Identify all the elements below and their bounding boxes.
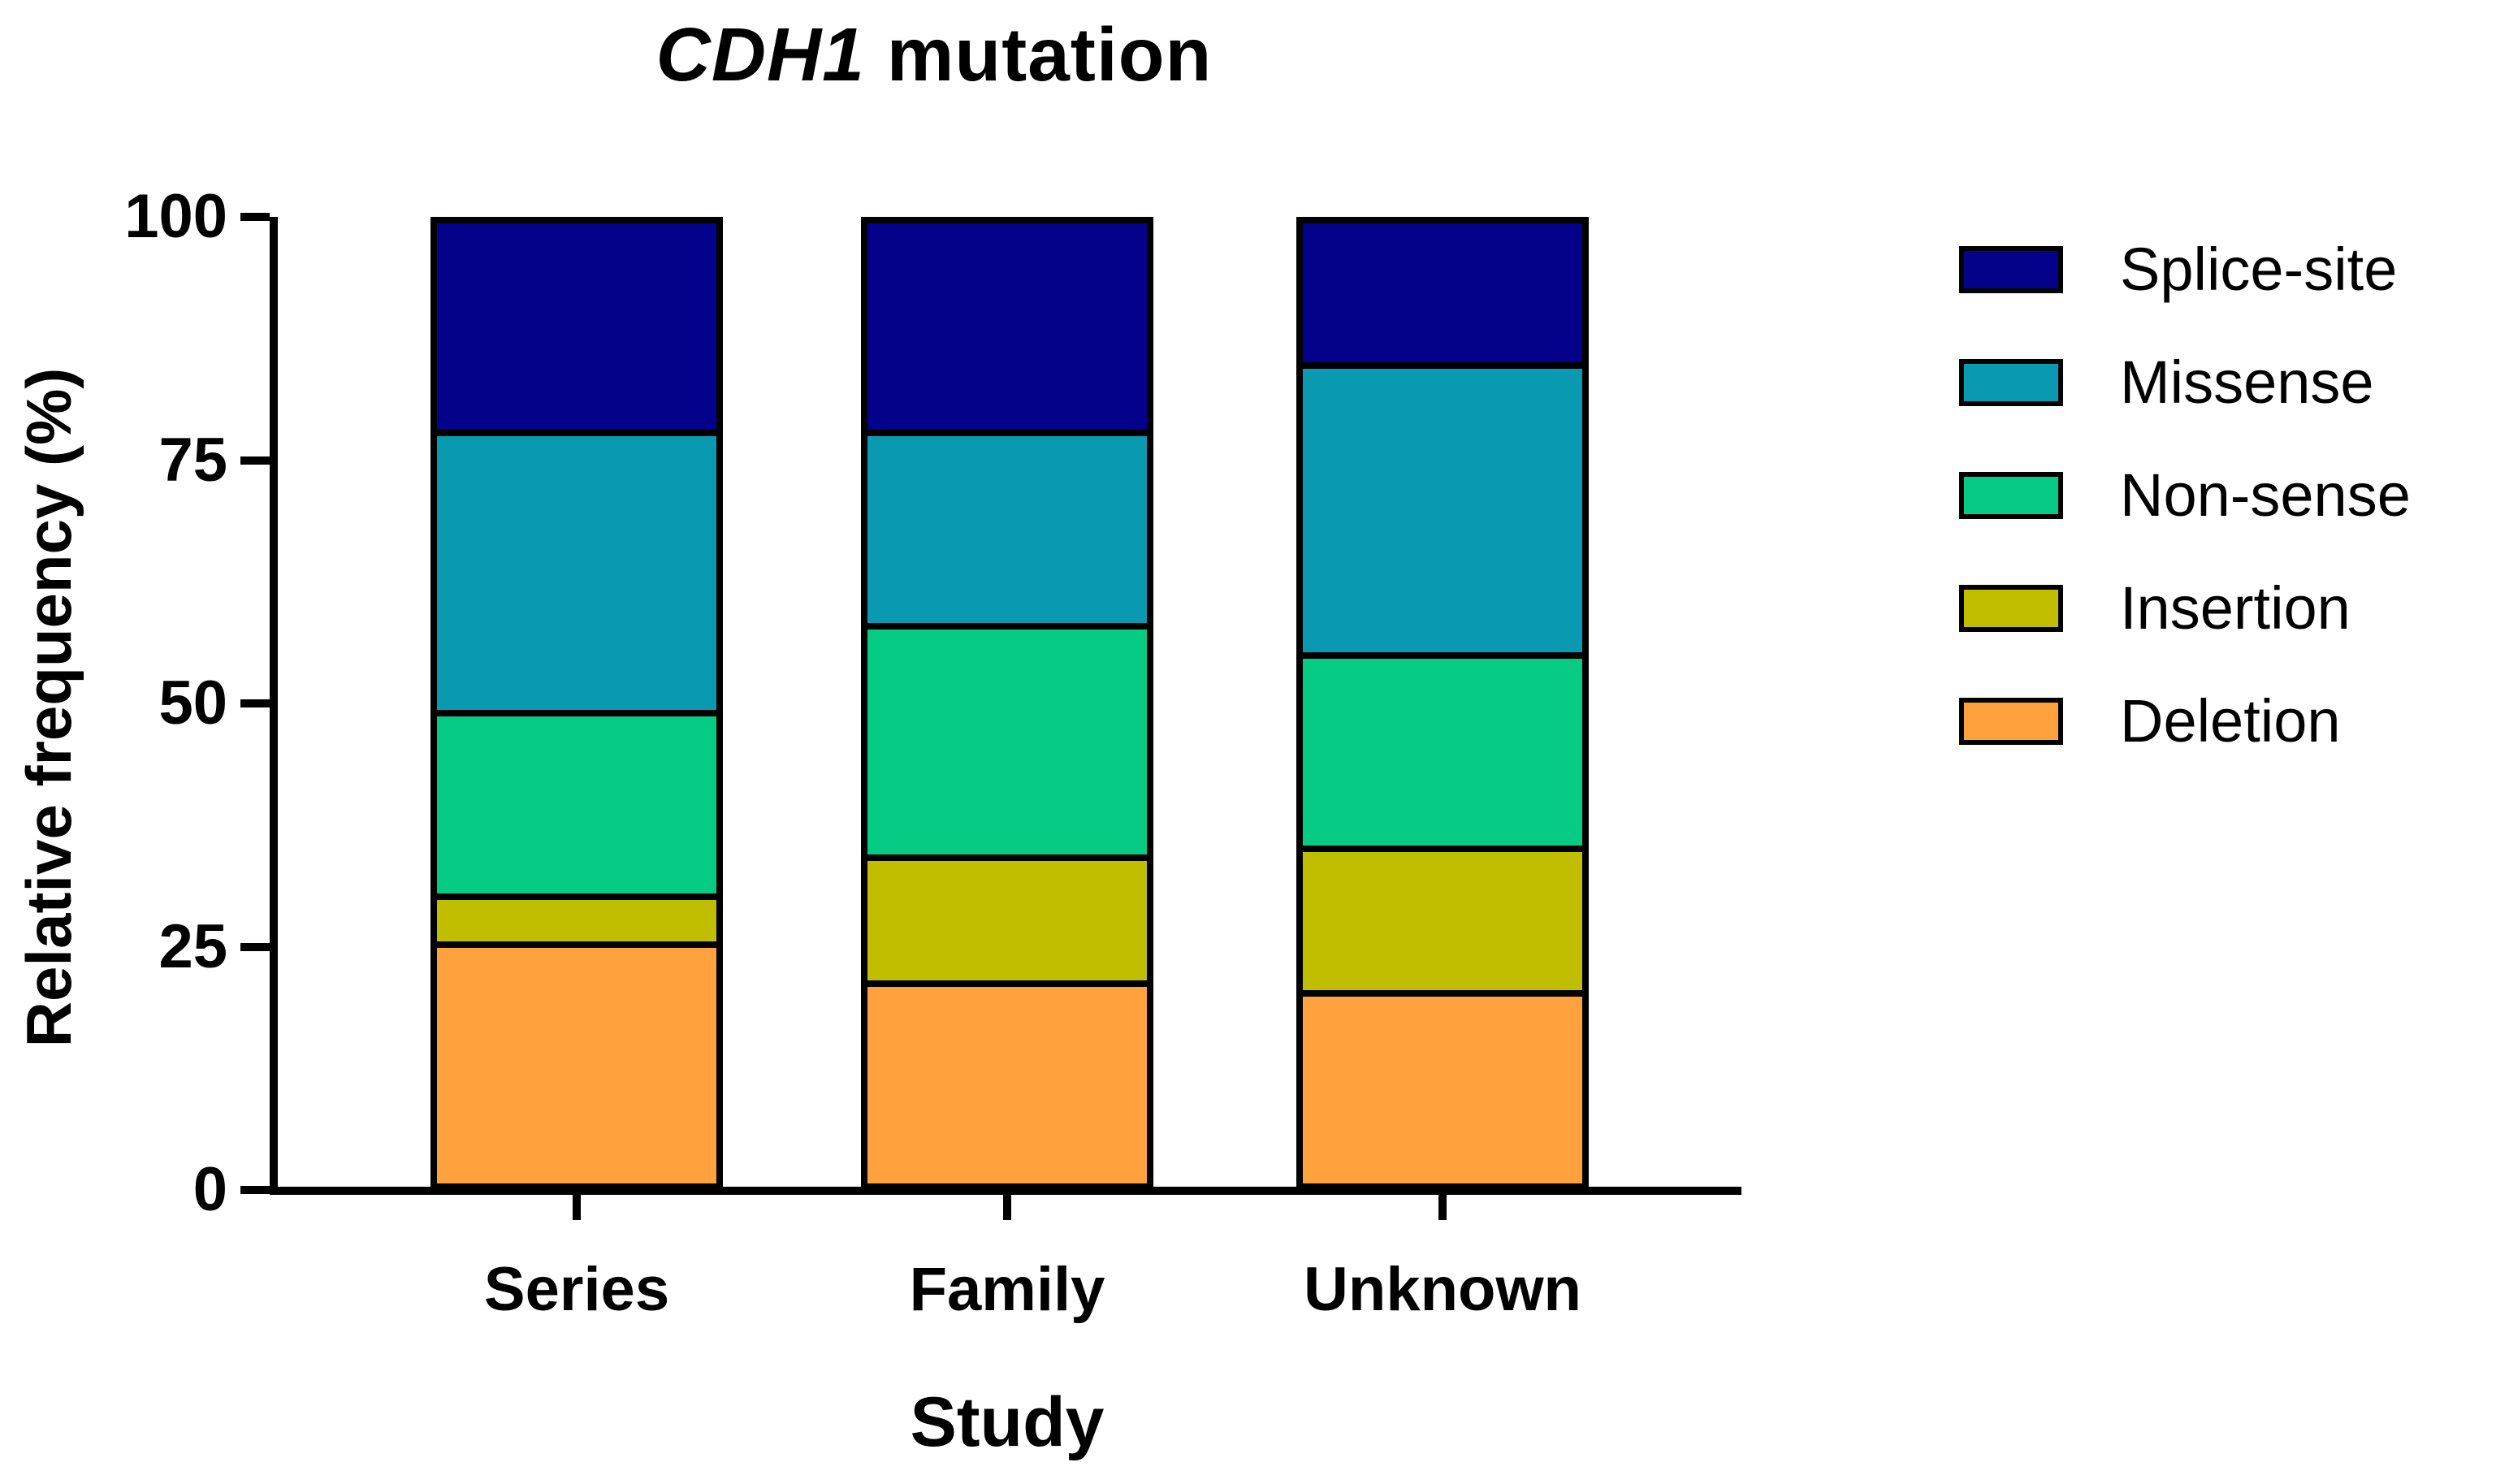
bar-segment-missense: [864, 432, 1150, 626]
bar-segment-missense: [434, 432, 720, 713]
y-tick: [240, 1186, 270, 1194]
x-axis-line: [270, 1187, 1741, 1195]
x-category-label-unknown: Unknown: [1304, 1255, 1581, 1324]
x-tick: [1438, 1194, 1447, 1220]
x-axis-title: Study: [910, 1383, 1105, 1461]
bar-segment-non-sense: [1300, 655, 1585, 849]
y-tick-label: 50: [158, 668, 227, 738]
y-tick: [240, 942, 270, 951]
x-tick: [1003, 1194, 1011, 1220]
legend-label-non-sense: Non-sense: [2120, 461, 2411, 529]
chart-title-rest: mutation: [864, 12, 1213, 97]
y-tick: [240, 699, 270, 707]
bar-segment-missense: [1300, 365, 1585, 655]
legend-swatch-splice-site: [1959, 246, 2063, 293]
legend-label-missense: Missense: [2120, 348, 2374, 416]
legend-swatch-missense: [1959, 359, 2063, 406]
bar-segment-deletion: [434, 945, 720, 1187]
legend-label-deletion: Deletion: [2120, 687, 2341, 755]
bar-segment-splice-site: [1300, 220, 1585, 366]
chart-title-gene: CDH1: [655, 12, 865, 97]
bar-segment-non-sense: [434, 712, 720, 897]
x-category-label-series: Series: [483, 1255, 670, 1324]
x-category-label-family: Family: [909, 1255, 1105, 1324]
bar-unknown: [1296, 217, 1589, 1190]
legend-swatch-insertion: [1959, 585, 2063, 632]
bar-series: [430, 217, 723, 1190]
legend-swatch-non-sense: [1959, 472, 2063, 519]
bar-segment-insertion: [1300, 848, 1585, 993]
bar-segment-non-sense: [864, 625, 1150, 859]
bar-segment-splice-site: [434, 220, 720, 433]
bar-family: [861, 217, 1153, 1190]
legend-label-splice-site: Splice-site: [2120, 236, 2398, 303]
y-axis-line: [270, 217, 278, 1194]
y-tick: [240, 456, 270, 465]
bar-segment-splice-site: [864, 220, 1150, 433]
x-tick: [573, 1194, 581, 1220]
y-tick-label: 25: [158, 911, 227, 981]
bar-segment-insertion: [864, 858, 1150, 984]
chart-title: CDH1 mutation: [118, 11, 1750, 98]
bar-segment-insertion: [434, 896, 720, 945]
legend-swatch-deletion: [1959, 698, 2063, 745]
bar-segment-deletion: [1300, 993, 1585, 1187]
y-tick-label: 75: [158, 425, 227, 495]
y-tick-label: 0: [193, 1155, 227, 1224]
y-tick-label: 100: [124, 182, 227, 251]
bar-segment-deletion: [864, 984, 1150, 1187]
legend-label-insertion: Insertion: [2120, 574, 2351, 642]
y-tick: [240, 213, 270, 221]
